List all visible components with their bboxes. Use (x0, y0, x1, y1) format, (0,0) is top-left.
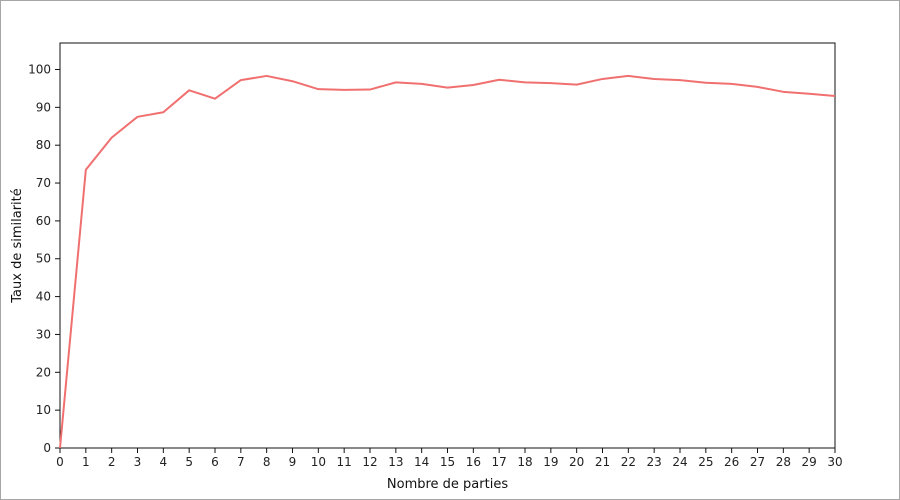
x-tick-label: 12 (362, 455, 377, 469)
x-tick-label: 16 (466, 455, 481, 469)
x-tick-label: 8 (263, 455, 271, 469)
x-tick-label: 6 (211, 455, 219, 469)
x-tick-label: 9 (289, 455, 297, 469)
series-line-1 (59, 74, 836, 449)
y-tick-label: 20 (36, 365, 51, 379)
x-axis-title: Nombre de parties (387, 477, 508, 492)
x-tick-label: 15 (440, 455, 455, 469)
x-tick-label: 25 (698, 455, 713, 469)
x-tick-label: 19 (543, 455, 558, 469)
x-tick-label: 3 (134, 455, 142, 469)
x-tick-label: 29 (802, 455, 817, 469)
y-axis: 0 10 20 30 40 50 60 70 80 90 100 (28, 62, 60, 455)
x-tick-label: 21 (595, 455, 610, 469)
x-tick-label: 11 (337, 455, 352, 469)
x-tick-label: 30 (827, 455, 842, 469)
x-tick-label: 5 (185, 455, 193, 469)
y-tick-label: 50 (36, 252, 51, 266)
x-tick-label: 1 (82, 455, 90, 469)
x-tick-label: 26 (724, 455, 739, 469)
x-tick-label: 2 (108, 455, 116, 469)
y-tick-label: 100 (28, 62, 51, 76)
series-layer (59, 74, 836, 449)
y-tick-label: 90 (36, 100, 51, 114)
x-tick-label: 13 (388, 455, 403, 469)
y-tick-label: 30 (36, 327, 51, 341)
plot-area (59, 42, 836, 449)
x-axis: 0 1 2 3 4 5 6 7 8 9 10 11 12 13 14 15 16 17 18 19 20 21 22 23 24… (56, 448, 843, 469)
x-tick-label: 18 (517, 455, 532, 469)
y-tick-label: 40 (36, 290, 51, 304)
y-tick-label: 60 (36, 214, 51, 228)
x-tick-label: 20 (569, 455, 584, 469)
x-tick-label: 23 (647, 455, 662, 469)
x-tick-label: 28 (776, 455, 791, 469)
y-tick-label: 10 (36, 403, 51, 417)
x-tick-label: 7 (237, 455, 245, 469)
y-axis-title: Taux de similarité (10, 188, 25, 304)
y-tick-label: 0 (43, 441, 51, 455)
x-tick-label: 22 (621, 455, 636, 469)
y-tick-label: 70 (36, 176, 51, 190)
x-tick-label: 24 (672, 455, 687, 469)
x-tick-label: 10 (311, 455, 326, 469)
y-tick-label: 80 (36, 138, 51, 152)
x-tick-label: 4 (160, 455, 168, 469)
x-tick-label: 14 (414, 455, 429, 469)
x-tick-label: 27 (750, 455, 765, 469)
x-tick-label: 0 (56, 455, 64, 469)
x-tick-label: 17 (492, 455, 507, 469)
